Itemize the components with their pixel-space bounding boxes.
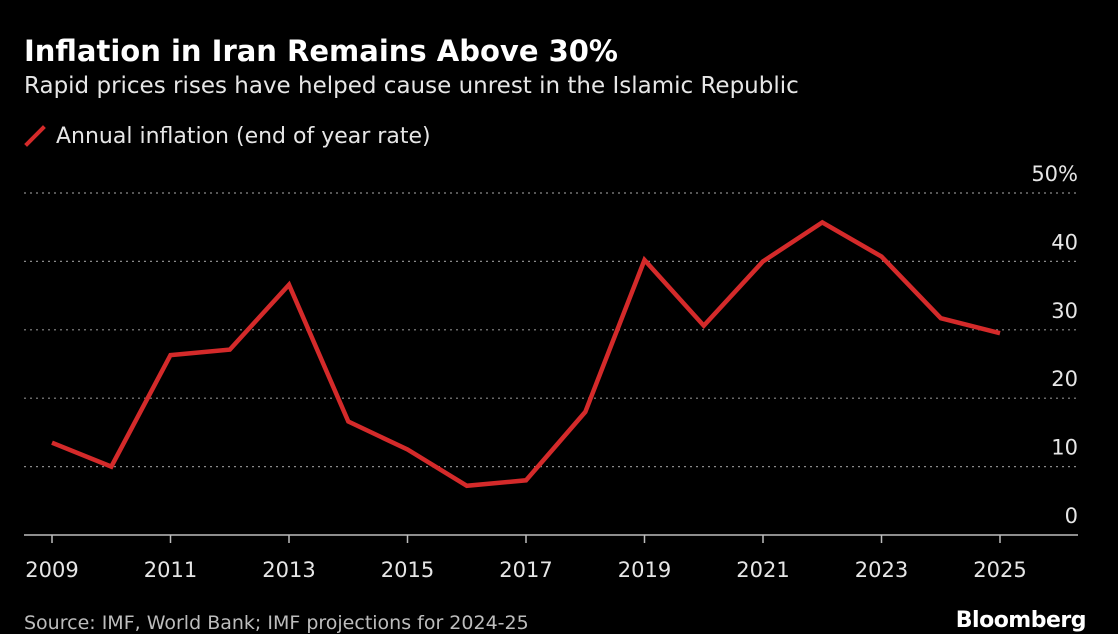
y-tick-label: 10 <box>1051 436 1078 460</box>
y-tick-label: 20 <box>1051 367 1078 391</box>
x-tick-label: 2023 <box>855 558 908 582</box>
y-tick-label: 40 <box>1051 230 1078 254</box>
x-tick-label: 2017 <box>499 558 552 582</box>
x-tick-label: 2015 <box>381 558 434 582</box>
x-tick-label: 2011 <box>144 558 197 582</box>
source-note: Source: IMF, World Bank; IMF projections… <box>24 612 529 634</box>
bloomberg-logo: Bloomberg <box>956 608 1086 633</box>
series-line-inflation <box>52 222 1000 485</box>
x-tick-label: 2009 <box>25 558 78 582</box>
y-tick-label: 30 <box>1051 299 1078 323</box>
x-tick-label: 2025 <box>973 558 1026 582</box>
y-tick-label: 0 <box>1065 504 1078 528</box>
x-tick-label: 2019 <box>618 558 671 582</box>
y-tick-label: 50% <box>1031 162 1078 186</box>
x-tick-label: 2021 <box>736 558 789 582</box>
x-tick-label: 2013 <box>262 558 315 582</box>
